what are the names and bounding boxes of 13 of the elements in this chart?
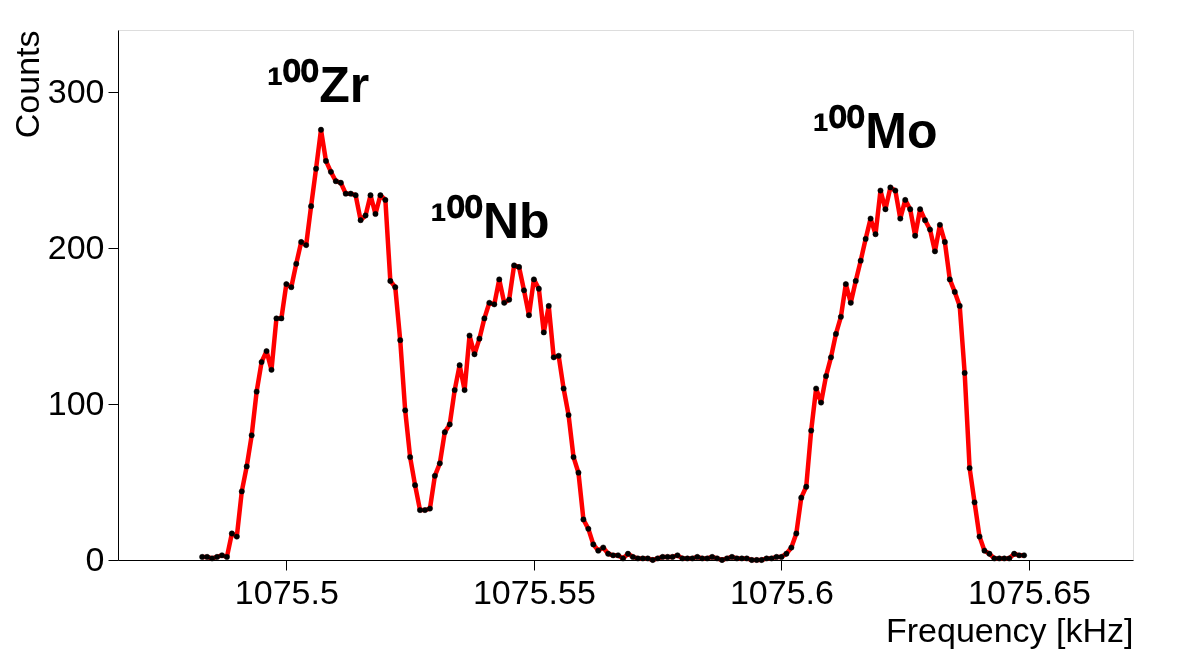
y-tick-label: 200	[47, 227, 105, 266]
x-tick-label: 1075.65	[968, 572, 1091, 611]
y-tick-label: 0	[85, 539, 105, 578]
y-tick-label: 100	[47, 383, 105, 422]
x-tick-label: 1075.5	[234, 572, 339, 611]
x-tick-label: 1075.55	[472, 572, 596, 611]
annotation: ¹⁰⁰Nb	[430, 193, 550, 249]
x-tick-label: 1075.6	[729, 572, 834, 611]
annotation: ¹⁰⁰Mo	[812, 103, 938, 159]
annotation: ¹⁰⁰Zr	[266, 57, 370, 113]
y-tick-label: 300	[47, 71, 105, 110]
y-axis-title: Counts	[7, 30, 46, 139]
x-axis-title: Frequency [kHz]	[885, 610, 1134, 649]
